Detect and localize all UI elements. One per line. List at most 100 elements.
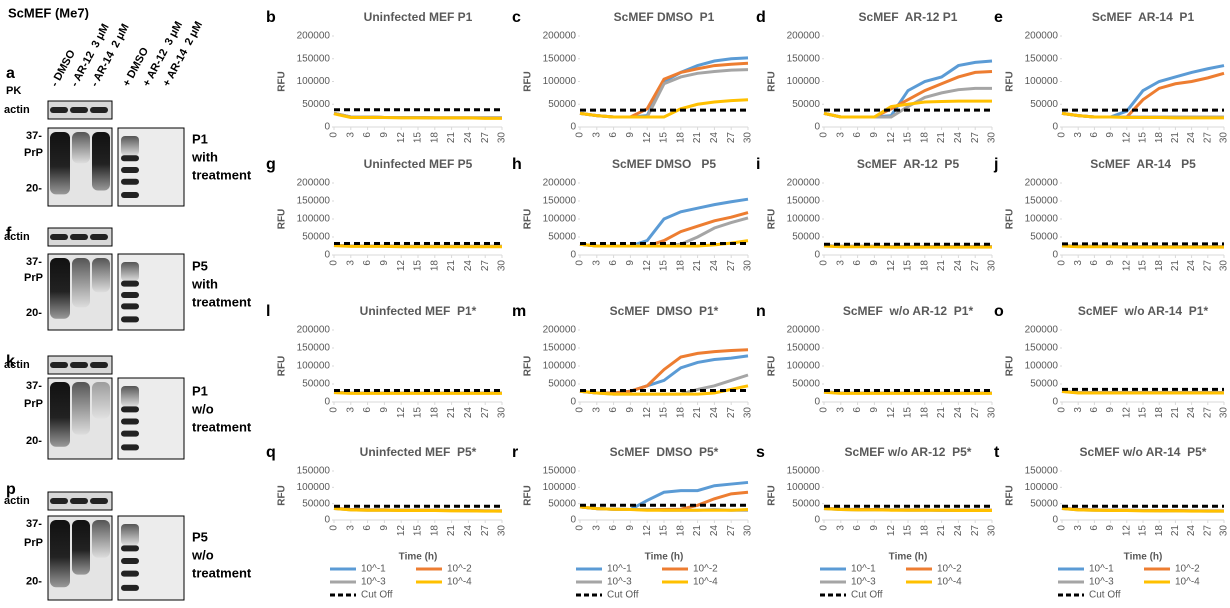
x-tick-label: 24 bbox=[709, 407, 720, 419]
blot-label: treatment bbox=[192, 294, 252, 309]
x-tick-label: 30 bbox=[497, 132, 508, 144]
x-tick-label: 18 bbox=[675, 260, 686, 272]
figure-title: ScMEF (Me7) bbox=[8, 5, 89, 20]
x-tick-label: 9 bbox=[1105, 525, 1116, 531]
y-tick-label: 150000 bbox=[787, 53, 821, 64]
prp-band bbox=[121, 419, 139, 425]
legend-label: 10^-1 bbox=[1089, 564, 1114, 575]
legend-label: 10^-2 bbox=[447, 564, 472, 575]
prp-smear bbox=[92, 520, 110, 558]
x-tick-label: 27 bbox=[1202, 132, 1213, 144]
x-tick-label: 21 bbox=[446, 525, 457, 537]
prp-smear bbox=[72, 382, 90, 435]
x-tick-label: 27 bbox=[480, 525, 491, 537]
y-axis-label: RFU bbox=[1005, 71, 1016, 92]
x-axis-label: Time (h) bbox=[1124, 552, 1163, 563]
y-tick-label: 0 bbox=[814, 250, 820, 261]
legend-label: Cut Off bbox=[361, 590, 393, 601]
y-axis-label: RFU bbox=[523, 71, 534, 92]
x-tick-label: 15 bbox=[659, 132, 670, 144]
series-line bbox=[580, 58, 748, 117]
y-tick-label: 100000 bbox=[787, 76, 821, 87]
x-tick-label: 30 bbox=[987, 525, 998, 537]
marker-high: 37- bbox=[26, 256, 42, 268]
x-tick-label: 3 bbox=[835, 525, 846, 531]
y-tick-label: 100000 bbox=[787, 214, 821, 225]
x-tick-label: 18 bbox=[1154, 132, 1165, 144]
blot-label: P1 bbox=[192, 383, 208, 398]
prp-smear bbox=[121, 136, 139, 156]
y-tick-label: 0 bbox=[1052, 397, 1058, 408]
chart-title: ScMEF w/o AR-12 P1* bbox=[843, 304, 974, 318]
x-tick-label: 21 bbox=[936, 525, 947, 537]
y-tick-label: 150000 bbox=[297, 343, 331, 354]
y-tick-label: 100000 bbox=[787, 482, 821, 493]
y-tick-label: 150000 bbox=[543, 466, 577, 477]
chart-title: ScMEF AR-12 P1 bbox=[859, 10, 958, 24]
x-tick-label: 24 bbox=[1186, 407, 1197, 419]
x-tick-label: 0 bbox=[329, 260, 340, 266]
x-tick-label: 3 bbox=[591, 132, 602, 138]
prp-smear bbox=[92, 132, 110, 191]
x-tick-label: 18 bbox=[919, 132, 930, 144]
panel-letter: h bbox=[512, 156, 522, 173]
x-tick-label: 21 bbox=[692, 407, 703, 419]
actin-label: actin bbox=[4, 359, 30, 371]
x-tick-label: 6 bbox=[608, 407, 619, 413]
chart-title: Uninfected MEF P5* bbox=[360, 445, 477, 459]
x-tick-label: 12 bbox=[886, 407, 897, 419]
y-axis-label: RFU bbox=[277, 209, 288, 230]
x-tick-label: 18 bbox=[429, 407, 440, 419]
legend-label: 10^-3 bbox=[607, 577, 632, 588]
x-tick-label: 24 bbox=[953, 525, 964, 537]
x-tick-label: 15 bbox=[1138, 525, 1149, 537]
prp-smear bbox=[121, 262, 139, 281]
x-tick-label: 9 bbox=[625, 260, 636, 266]
prp-smear bbox=[92, 382, 110, 418]
x-tick-label: 9 bbox=[869, 132, 880, 138]
chart-title: Uninfected MEF P1 bbox=[364, 10, 473, 24]
prp-smear bbox=[50, 258, 70, 319]
x-tick-label: 27 bbox=[726, 407, 737, 419]
x-tick-label: 9 bbox=[869, 525, 880, 531]
legend-label: 10^-4 bbox=[937, 577, 962, 588]
x-tick-label: 30 bbox=[743, 407, 754, 419]
x-tick-label: 3 bbox=[591, 407, 602, 413]
protein-label: PrP bbox=[24, 272, 43, 284]
y-tick-label: 150000 bbox=[787, 343, 821, 354]
x-tick-label: 24 bbox=[463, 132, 474, 144]
prp-smear bbox=[50, 382, 70, 447]
x-tick-label: 6 bbox=[1089, 407, 1100, 413]
y-tick-label: 150000 bbox=[297, 196, 331, 207]
x-tick-label: 24 bbox=[1186, 260, 1197, 272]
x-tick-label: 21 bbox=[1170, 407, 1181, 419]
x-axis-label: Time (h) bbox=[889, 552, 928, 563]
y-axis-label: RFU bbox=[277, 71, 288, 92]
y-tick-label: 0 bbox=[570, 250, 576, 261]
y-tick-label: 200000 bbox=[787, 178, 821, 189]
actin-label: actin bbox=[4, 231, 30, 243]
prp-band bbox=[121, 179, 139, 185]
series-line bbox=[824, 246, 992, 247]
x-tick-label: 0 bbox=[575, 260, 586, 266]
y-tick-label: 100000 bbox=[1025, 361, 1059, 372]
legend-label: Cut Off bbox=[851, 590, 883, 601]
y-tick-label: 0 bbox=[570, 122, 576, 133]
actin-band bbox=[50, 362, 68, 368]
x-tick-label: 3 bbox=[591, 260, 602, 266]
x-tick-label: 30 bbox=[1219, 407, 1230, 419]
x-tick-label: 3 bbox=[1073, 260, 1084, 266]
x-tick-label: 12 bbox=[1121, 132, 1132, 144]
x-tick-label: 27 bbox=[970, 132, 981, 144]
actin-band bbox=[90, 362, 108, 368]
x-tick-label: 21 bbox=[1170, 132, 1181, 144]
blot-label: P1 bbox=[192, 131, 208, 146]
x-tick-label: 3 bbox=[345, 132, 356, 138]
y-tick-label: 50000 bbox=[302, 379, 330, 390]
x-tick-label: 15 bbox=[903, 407, 914, 419]
blot-label: with bbox=[191, 276, 218, 291]
x-tick-label: 15 bbox=[903, 260, 914, 272]
y-tick-label: 200000 bbox=[297, 325, 331, 336]
panel-letter: d bbox=[756, 9, 766, 26]
x-tick-label: 30 bbox=[987, 407, 998, 419]
